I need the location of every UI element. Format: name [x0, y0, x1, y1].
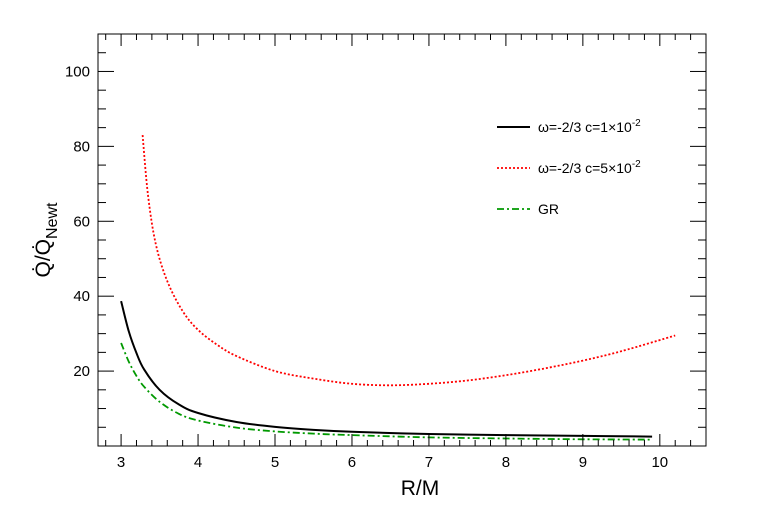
- y-axis-title: Q̇/Q̇Newt: [32, 202, 61, 278]
- series-layer: [120, 135, 676, 441]
- legend: ω=-2/3 c=1×10-2ω=-2/3 c=5×10-2GR: [497, 118, 641, 217]
- legend-label-3: GR: [538, 201, 559, 217]
- legend-label-main: GR: [538, 201, 559, 217]
- x-tick-label: 6: [348, 454, 356, 471]
- series-line-3: [120, 342, 653, 441]
- x-tick-label: 10: [651, 454, 668, 471]
- legend-label-main: ω=-2/3 c=5×10: [538, 160, 632, 176]
- axis-ticks: 3 4 5 6 7 8 9 10 20 40 60 80 100: [65, 34, 707, 471]
- series-line-2: [141, 135, 676, 387]
- x-tick-label: 9: [579, 454, 587, 471]
- legend-label-exponent: -2: [632, 118, 641, 129]
- y-axis-title-subscript: Newt: [44, 202, 61, 239]
- plot-area-border: [97, 33, 707, 447]
- y-tick-label: 60: [73, 213, 90, 230]
- legend-label-exponent: -2: [632, 159, 641, 170]
- legend-label-1: ω=-2/3 c=1×10-2: [538, 118, 641, 135]
- legend-label-2: ω=-2/3 c=5×10-2: [538, 159, 641, 176]
- x-tick-label: 5: [271, 454, 279, 471]
- y-tick-label: 80: [73, 138, 90, 155]
- series-line-1: [120, 300, 653, 438]
- y-tick-label: 40: [73, 288, 90, 305]
- y-tick-label: 20: [73, 363, 90, 380]
- x-tick-label: 8: [502, 454, 510, 471]
- x-tick-label: 3: [117, 454, 125, 471]
- y-tick-label: 100: [65, 63, 90, 80]
- plot-frame: [97, 33, 707, 447]
- x-axis-title: R/M: [401, 477, 440, 500]
- y-axis-title-main: Q̇/Q̇: [32, 239, 55, 278]
- x-tick-label: 7: [425, 454, 433, 471]
- x-tick-label: 4: [194, 454, 202, 471]
- legend-label-main: ω=-2/3 c=1×10: [538, 119, 632, 135]
